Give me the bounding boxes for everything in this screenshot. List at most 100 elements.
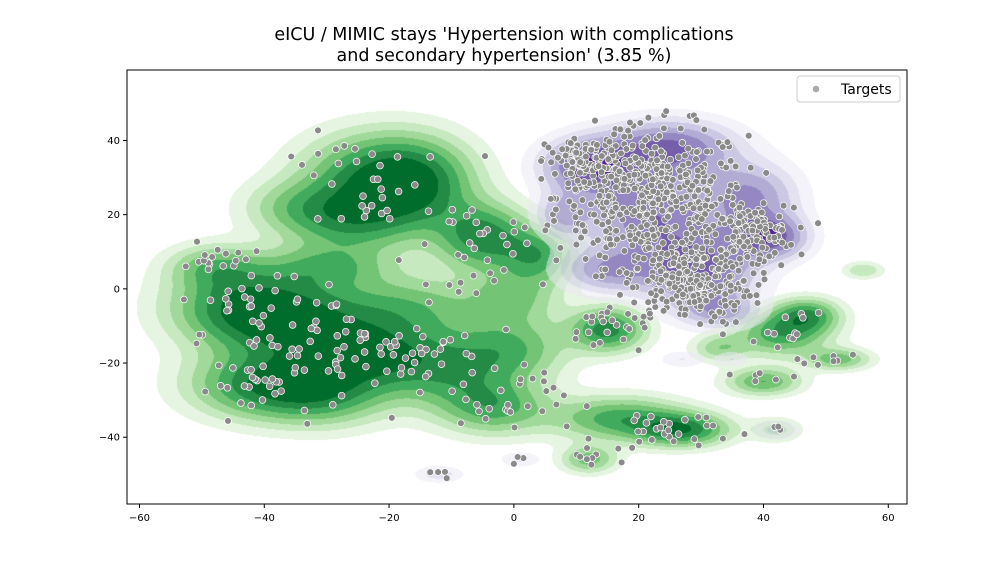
target-point <box>393 153 402 161</box>
target-point <box>360 329 369 338</box>
target-point <box>583 455 591 463</box>
target-point <box>587 146 595 154</box>
target-point <box>736 212 744 220</box>
target-point <box>612 183 620 191</box>
target-point <box>603 308 612 316</box>
target-point <box>630 416 638 425</box>
target-point <box>770 329 778 338</box>
target-point <box>726 217 734 225</box>
target-point <box>656 267 665 276</box>
target-point <box>510 423 519 432</box>
target-point <box>678 204 687 213</box>
target-point <box>240 293 249 301</box>
target-point <box>425 298 433 307</box>
target-point <box>754 281 763 289</box>
target-point <box>787 241 795 249</box>
target-point <box>291 363 300 372</box>
target-point <box>192 339 201 348</box>
target-point <box>552 256 561 265</box>
target-point <box>681 311 689 319</box>
target-point <box>726 281 735 290</box>
x-tick-label: 60 <box>882 513 895 524</box>
target-point <box>359 192 367 200</box>
target-point <box>616 125 625 134</box>
target-point <box>746 292 754 300</box>
target-point <box>731 162 740 171</box>
target-point <box>374 175 382 184</box>
target-point <box>639 204 648 212</box>
target-point <box>619 186 627 194</box>
target-point <box>608 316 616 325</box>
target-point <box>247 366 255 374</box>
target-point <box>549 383 558 392</box>
target-point <box>751 377 760 385</box>
target-point <box>295 345 303 353</box>
target-point <box>647 412 655 421</box>
target-point <box>657 276 666 284</box>
target-point <box>692 116 701 124</box>
target-point <box>715 308 724 316</box>
target-point <box>572 328 581 336</box>
target-point <box>382 338 390 346</box>
chart-title-line-2: and secondary hypertension' (3.85 %) <box>336 46 672 66</box>
target-point <box>688 181 697 190</box>
target-point <box>407 367 416 376</box>
target-point <box>596 339 604 347</box>
legend: Targets <box>796 75 901 103</box>
target-point <box>277 387 285 395</box>
target-point <box>421 372 430 381</box>
target-point <box>634 346 643 354</box>
target-point <box>604 155 613 163</box>
target-point <box>612 176 621 185</box>
target-point <box>726 157 735 165</box>
target-point <box>469 271 478 280</box>
target-point <box>540 377 548 386</box>
target-point <box>653 156 661 165</box>
target-point <box>666 155 675 164</box>
legend-marker-targets <box>812 85 820 93</box>
target-point <box>597 168 606 176</box>
target-point <box>459 380 468 389</box>
target-point <box>510 460 518 468</box>
target-point <box>633 264 642 273</box>
target-point <box>626 118 634 127</box>
target-point <box>718 143 727 151</box>
target-point <box>325 280 333 289</box>
target-point <box>656 182 665 191</box>
target-point <box>710 312 719 321</box>
target-point <box>705 226 713 234</box>
target-point <box>576 452 584 461</box>
target-point <box>556 244 565 252</box>
target-point <box>383 206 391 215</box>
target-point <box>772 375 780 384</box>
target-point <box>598 152 606 160</box>
target-point <box>395 256 403 264</box>
target-point <box>481 152 489 160</box>
target-point <box>410 358 419 367</box>
target-point <box>397 363 406 372</box>
target-point <box>337 214 346 223</box>
target-point <box>234 248 243 257</box>
target-point <box>796 223 805 232</box>
target-point <box>692 155 700 163</box>
target-point <box>719 330 727 339</box>
target-point <box>678 238 686 247</box>
target-point <box>651 303 660 311</box>
target-point <box>288 321 297 329</box>
target-point <box>258 396 267 404</box>
target-point <box>377 185 385 193</box>
target-point <box>809 353 818 362</box>
target-point <box>571 335 580 343</box>
target-point <box>312 298 321 307</box>
target-point <box>594 162 603 170</box>
target-point <box>749 337 758 346</box>
target-point <box>333 365 342 373</box>
target-point <box>342 315 351 323</box>
target-point <box>758 208 766 217</box>
target-point <box>774 422 783 431</box>
target-point <box>678 139 687 147</box>
target-point <box>752 291 761 299</box>
target-point <box>422 280 430 289</box>
target-point <box>337 371 346 380</box>
target-point <box>770 233 779 242</box>
